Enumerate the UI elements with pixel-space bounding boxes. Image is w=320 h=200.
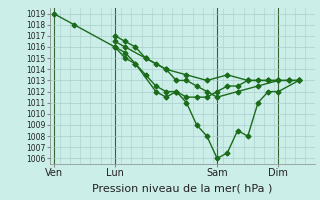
X-axis label: Pression niveau de la mer( hPa ): Pression niveau de la mer( hPa ) (92, 184, 273, 194)
